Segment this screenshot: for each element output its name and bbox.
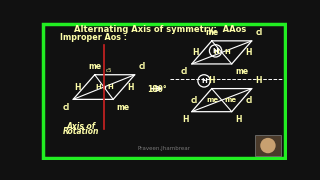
Text: me: me xyxy=(225,97,237,103)
Text: cl: cl xyxy=(255,28,262,37)
Text: cl: cl xyxy=(191,96,198,105)
FancyBboxPatch shape xyxy=(255,135,281,156)
Text: H: H xyxy=(209,76,215,85)
Text: me: me xyxy=(88,62,101,71)
Text: me: me xyxy=(235,68,248,76)
Text: H: H xyxy=(213,48,219,54)
Text: H: H xyxy=(245,48,252,57)
Text: c5: c5 xyxy=(106,68,113,73)
Text: H: H xyxy=(213,49,219,55)
Circle shape xyxy=(260,138,276,153)
Text: Rotation: Rotation xyxy=(63,127,99,136)
Text: H: H xyxy=(235,115,242,124)
Text: H: H xyxy=(127,83,134,92)
Text: H: H xyxy=(182,115,188,124)
Text: me: me xyxy=(117,103,130,112)
Text: cl: cl xyxy=(138,62,146,71)
Text: Improper Aos :: Improper Aos : xyxy=(60,33,127,42)
Text: cl: cl xyxy=(245,96,252,105)
Text: Alternating Axis of symmetry:  AAos: Alternating Axis of symmetry: AAos xyxy=(74,25,246,34)
Text: H: H xyxy=(107,84,113,90)
Text: Axis of: Axis of xyxy=(66,122,95,131)
Text: me: me xyxy=(205,28,218,37)
Text: Praveen.Jhambrear: Praveen.Jhambrear xyxy=(138,146,190,151)
Text: 180°: 180° xyxy=(147,85,167,94)
Text: H: H xyxy=(192,48,198,57)
Text: cl: cl xyxy=(62,103,70,112)
Text: H: H xyxy=(255,76,262,85)
Text: me: me xyxy=(206,97,219,103)
Text: H: H xyxy=(225,49,231,55)
Text: cl: cl xyxy=(181,68,188,76)
Text: H: H xyxy=(95,84,101,90)
Text: H: H xyxy=(201,78,207,84)
Text: H: H xyxy=(74,83,80,92)
